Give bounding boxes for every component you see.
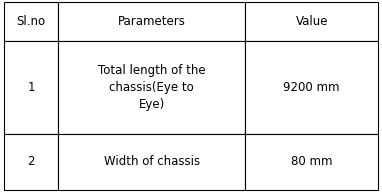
- Bar: [245, 134, 378, 190]
- Text: Parameters: Parameters: [118, 15, 186, 28]
- Text: 80 mm: 80 mm: [291, 155, 332, 168]
- Text: Total length of the
chassis(Eye to
Eye): Total length of the chassis(Eye to Eye): [98, 64, 206, 111]
- Bar: [4, 2, 58, 41]
- Bar: [245, 41, 378, 134]
- Bar: [58, 134, 245, 190]
- Bar: [245, 2, 378, 41]
- Bar: [4, 134, 58, 190]
- Text: 9200 mm: 9200 mm: [283, 81, 340, 94]
- Bar: [4, 41, 58, 134]
- Bar: [58, 2, 245, 41]
- Text: 2: 2: [27, 155, 35, 168]
- Text: Sl.no: Sl.no: [16, 15, 45, 28]
- Text: Value: Value: [296, 15, 328, 28]
- Bar: [58, 41, 245, 134]
- Text: Width of chassis: Width of chassis: [104, 155, 200, 168]
- Text: 1: 1: [27, 81, 35, 94]
